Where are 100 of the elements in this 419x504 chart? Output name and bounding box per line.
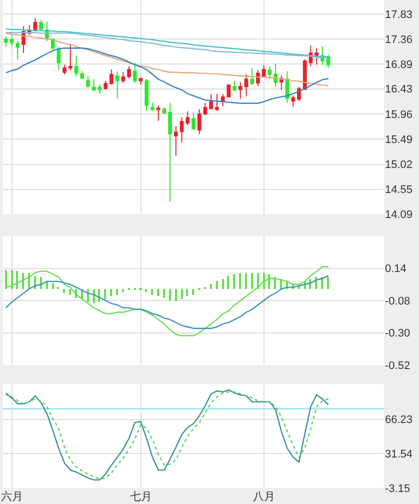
bar — [104, 289, 106, 299]
candlestick — [16, 40, 20, 60]
bar — [245, 273, 247, 289]
bar — [116, 289, 118, 295]
candlestick — [50, 38, 55, 50]
candlestick — [127, 66, 131, 80]
bar — [227, 276, 229, 289]
bar — [186, 289, 188, 296]
bar — [239, 273, 241, 289]
bar — [251, 273, 253, 289]
bar — [69, 289, 71, 295]
bar — [210, 284, 212, 289]
line-series — [5, 266, 329, 336]
bar — [16, 271, 18, 289]
y-tick-label: 66.23 — [385, 414, 413, 426]
candlestick — [220, 94, 225, 107]
candlestick — [262, 64, 266, 77]
bar — [192, 289, 194, 295]
candlestick — [203, 102, 208, 116]
candlestick — [232, 80, 236, 92]
candlestick — [180, 116, 184, 143]
bar — [327, 277, 329, 289]
y-tick-label: 0.14 — [385, 263, 406, 276]
candlestick — [186, 110, 190, 126]
candlestick — [256, 70, 260, 87]
y-tick-label: -3.15 — [385, 482, 410, 495]
y-tick-label: 16.89 — [385, 59, 413, 72]
y-tick-label: -0.08 — [385, 295, 410, 308]
bar — [169, 289, 171, 301]
y-tick-label: 15.49 — [385, 134, 413, 146]
y-tick-label: 14.55 — [385, 184, 413, 196]
bar — [40, 277, 42, 289]
bar — [175, 289, 177, 301]
candlestick — [10, 34, 14, 47]
bar — [263, 273, 265, 289]
y-tick-label: 17.83 — [385, 8, 413, 21]
candlestick — [74, 55, 78, 77]
line-series — [5, 32, 329, 59]
candlestick — [291, 95, 296, 107]
candlestick — [174, 126, 178, 156]
bar — [63, 289, 65, 293]
candlestick — [4, 36, 8, 48]
bar — [268, 274, 270, 289]
candlestick — [238, 82, 242, 100]
candlestick — [68, 43, 72, 71]
candlestick — [56, 46, 61, 70]
candlestick — [138, 77, 143, 86]
candlestick — [274, 63, 278, 88]
candlestick — [144, 78, 149, 112]
bar — [110, 289, 112, 296]
bar — [233, 274, 235, 289]
y-tick-label: 31.54 — [385, 448, 413, 461]
candlestick — [150, 102, 154, 112]
candlestick — [80, 70, 84, 80]
candlestick — [39, 19, 44, 32]
bar — [151, 289, 153, 295]
y-tick-label: 16.43 — [385, 84, 413, 96]
line-series — [5, 274, 329, 329]
candlestick — [162, 107, 166, 114]
y-tick-label: 15.02 — [385, 159, 413, 172]
bar — [93, 289, 95, 303]
x-tick-label: 七月 — [130, 490, 152, 503]
bar — [157, 289, 159, 296]
y-tick-label: 15.96 — [385, 108, 413, 121]
candlestick — [86, 75, 90, 88]
candlestick — [302, 58, 307, 90]
line-series — [5, 28, 329, 58]
candlestick — [104, 80, 108, 90]
candlestick — [244, 74, 248, 97]
line-series — [5, 32, 329, 86]
candlestick — [115, 70, 120, 99]
line-series — [5, 48, 329, 104]
bar — [52, 283, 54, 289]
y-tick-label: 17.36 — [385, 34, 413, 46]
candlestick — [156, 104, 160, 122]
candlestick — [197, 108, 202, 135]
bar — [122, 289, 124, 292]
bar — [145, 289, 147, 292]
y-tick-label: -0.52 — [385, 360, 410, 372]
y-tick-label: 14.09 — [385, 208, 413, 221]
candlestick — [121, 72, 126, 84]
bar — [274, 277, 276, 289]
candlestick — [209, 94, 214, 110]
candlestick — [250, 67, 254, 86]
bar — [181, 289, 183, 299]
bar — [163, 289, 165, 298]
candlestick — [226, 84, 231, 98]
x-tick-label: 六月 — [0, 490, 23, 503]
candlestick — [168, 102, 172, 202]
x-tick-label: 八月 — [252, 491, 275, 503]
bar — [216, 281, 218, 289]
candlestick — [92, 78, 96, 92]
y-tick-label: -0.30 — [385, 328, 410, 340]
candlestick — [268, 66, 272, 80]
candlestick — [110, 69, 114, 86]
bar — [222, 279, 224, 289]
candlestick — [132, 62, 137, 84]
candlestick — [98, 84, 102, 95]
candlestick — [192, 112, 196, 130]
bar — [22, 273, 24, 289]
